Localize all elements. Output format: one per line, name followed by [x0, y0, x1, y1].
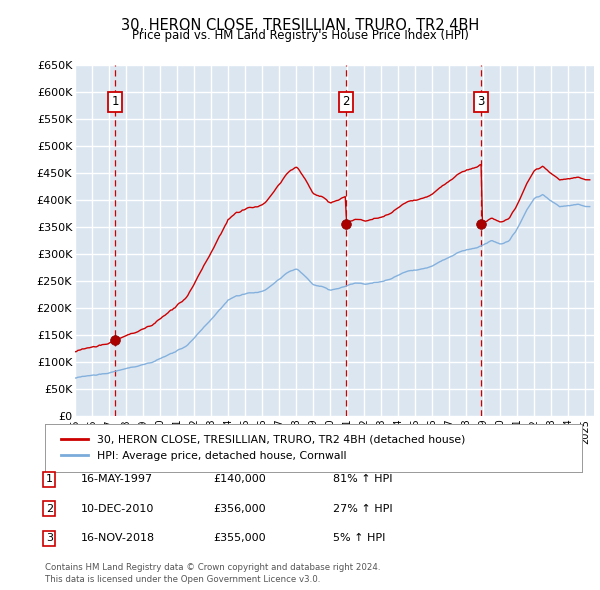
Text: 81% ↑ HPI: 81% ↑ HPI [333, 474, 392, 484]
Text: 2: 2 [46, 504, 53, 513]
Text: Contains HM Land Registry data © Crown copyright and database right 2024.: Contains HM Land Registry data © Crown c… [45, 563, 380, 572]
Text: 16-NOV-2018: 16-NOV-2018 [81, 533, 155, 543]
Text: 5% ↑ HPI: 5% ↑ HPI [333, 533, 385, 543]
Text: 3: 3 [46, 533, 53, 543]
Text: This data is licensed under the Open Government Licence v3.0.: This data is licensed under the Open Gov… [45, 575, 320, 584]
Text: £356,000: £356,000 [213, 504, 266, 513]
Text: Price paid vs. HM Land Registry's House Price Index (HPI): Price paid vs. HM Land Registry's House … [131, 30, 469, 42]
Text: 30, HERON CLOSE, TRESILLIAN, TRURO, TR2 4BH: 30, HERON CLOSE, TRESILLIAN, TRURO, TR2 … [121, 18, 479, 32]
Text: 16-MAY-1997: 16-MAY-1997 [81, 474, 153, 484]
Text: 10-DEC-2010: 10-DEC-2010 [81, 504, 154, 513]
Legend: 30, HERON CLOSE, TRESILLIAN, TRURO, TR2 4BH (detached house), HPI: Average price: 30, HERON CLOSE, TRESILLIAN, TRURO, TR2 … [56, 429, 471, 467]
Text: 27% ↑ HPI: 27% ↑ HPI [333, 504, 392, 513]
Text: 1: 1 [112, 95, 119, 108]
Text: 1: 1 [46, 474, 53, 484]
Text: £355,000: £355,000 [213, 533, 266, 543]
Text: 3: 3 [478, 95, 485, 108]
Text: £140,000: £140,000 [213, 474, 266, 484]
Text: 2: 2 [343, 95, 350, 108]
